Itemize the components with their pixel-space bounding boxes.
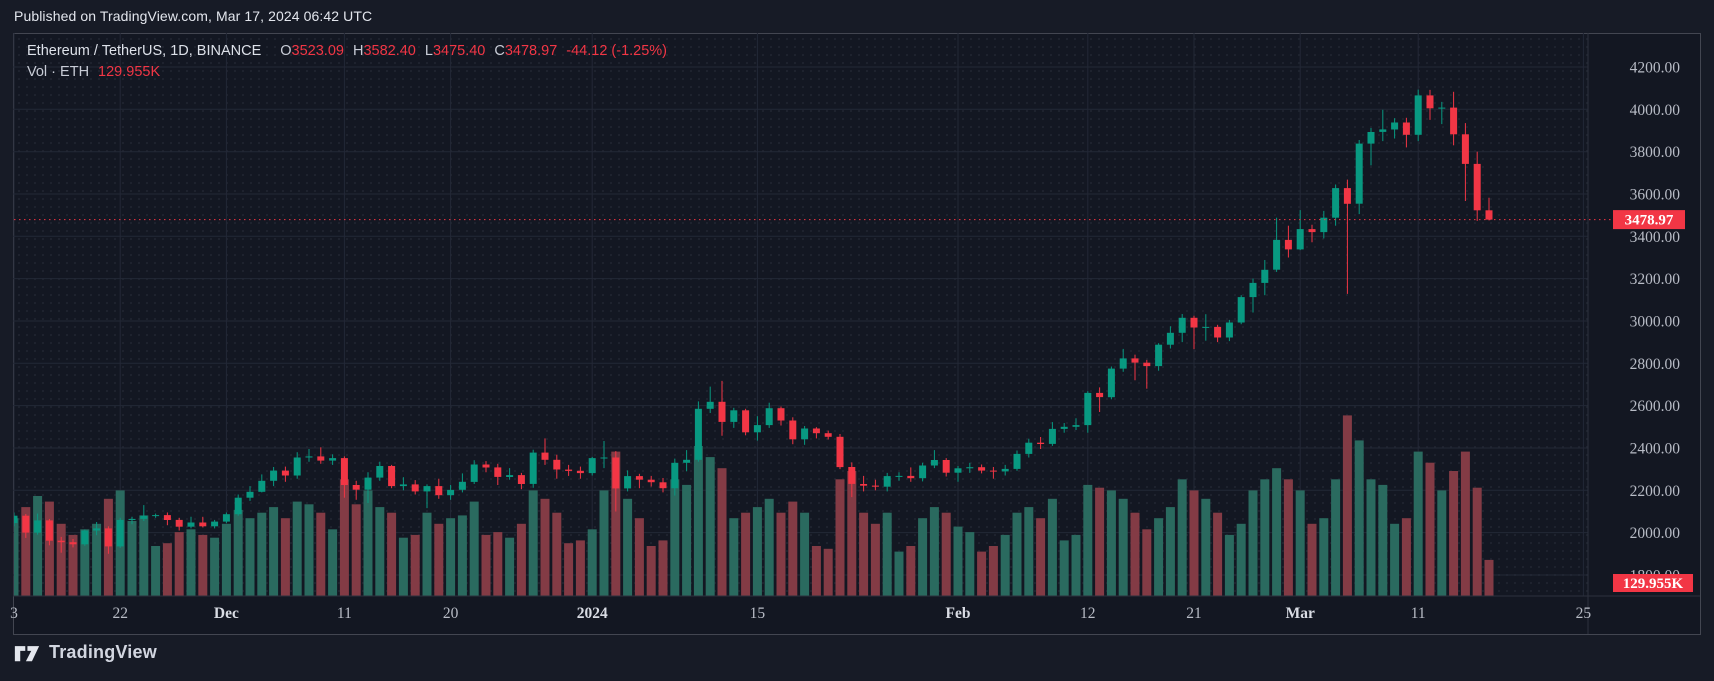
svg-text:2800.00: 2800.00 bbox=[1630, 356, 1681, 373]
low-label: L bbox=[424, 43, 433, 59]
svg-text:Feb: Feb bbox=[946, 605, 971, 622]
symbol-title[interactable]: Ethereum / TetherUS, 1D, BINANCE bbox=[27, 43, 262, 59]
vertical-gridlines bbox=[13, 33, 1584, 596]
svg-text:3400.00: 3400.00 bbox=[1630, 229, 1681, 246]
svg-text:3600.00: 3600.00 bbox=[1630, 187, 1681, 204]
svg-text:2000.00: 2000.00 bbox=[1630, 525, 1681, 542]
close-label: C bbox=[494, 43, 505, 59]
published-bar: Published on TradingView.com, Mar 17, 20… bbox=[14, 8, 373, 24]
high-value: 3582.40 bbox=[363, 43, 416, 59]
svg-text:3478.97: 3478.97 bbox=[1625, 213, 1674, 229]
footer-brand[interactable]: TradingView bbox=[14, 642, 157, 663]
chart-legend: Ethereum / TetherUS, 1D, BINANCE O3523.09… bbox=[27, 41, 667, 83]
symbol-row: Ethereum / TetherUS, 1D, BINANCE O3523.09… bbox=[27, 41, 667, 62]
svg-text:21: 21 bbox=[1186, 605, 1202, 622]
svg-text:Dec: Dec bbox=[214, 605, 239, 622]
price-scale[interactable]: 4200.00 4000.00 3800.00 3600.00 3400.00 3200.… bbox=[1630, 60, 1681, 585]
svg-text:Mar: Mar bbox=[1286, 605, 1315, 622]
svg-text:3: 3 bbox=[10, 605, 18, 622]
svg-text:11: 11 bbox=[337, 605, 352, 622]
tradingview-logo-icon bbox=[14, 643, 40, 663]
svg-text:129.955K: 129.955K bbox=[1623, 576, 1684, 592]
svg-text:3200.00: 3200.00 bbox=[1630, 271, 1681, 288]
time-scale[interactable]: 3 22 Dec 11 20 2024 15 Feb 12 21 Mar 11 25 bbox=[10, 605, 1591, 622]
low-value: 3475.40 bbox=[432, 43, 486, 59]
svg-text:3800.00: 3800.00 bbox=[1630, 144, 1681, 161]
change-value: -44.12 (-1.25%) bbox=[566, 43, 668, 59]
close-value: 3478.97 bbox=[504, 43, 558, 59]
volume-value: 129.955K bbox=[98, 64, 161, 80]
volume-series bbox=[14, 415, 1494, 596]
candle-series bbox=[14, 89, 1493, 554]
volume-row: Vol · ETH 129.955K bbox=[27, 62, 667, 83]
svg-text:22: 22 bbox=[112, 605, 128, 622]
svg-text:2200.00: 2200.00 bbox=[1630, 483, 1681, 500]
svg-text:2024: 2024 bbox=[577, 605, 608, 622]
svg-text:2400.00: 2400.00 bbox=[1630, 441, 1681, 458]
open-label: O bbox=[280, 43, 292, 59]
svg-text:20: 20 bbox=[443, 605, 459, 622]
svg-text:25: 25 bbox=[1576, 605, 1592, 622]
open-value: 3523.09 bbox=[291, 43, 344, 59]
high-label: H bbox=[352, 43, 364, 59]
brand-name: TradingView bbox=[49, 642, 157, 662]
svg-text:4000.00: 4000.00 bbox=[1630, 102, 1681, 119]
svg-text:15: 15 bbox=[750, 605, 766, 622]
svg-text:11: 11 bbox=[1411, 605, 1426, 622]
plot-dot-texture bbox=[15, 35, 1588, 596]
last-price-badge: 3478.97 bbox=[1613, 210, 1685, 230]
volume-label[interactable]: Vol · ETH bbox=[27, 64, 90, 80]
volume-badge: 129.955K bbox=[1613, 574, 1693, 592]
svg-text:3000.00: 3000.00 bbox=[1630, 314, 1681, 331]
svg-text:12: 12 bbox=[1080, 605, 1096, 622]
svg-text:2600.00: 2600.00 bbox=[1630, 398, 1681, 415]
svg-text:4200.00: 4200.00 bbox=[1630, 60, 1681, 77]
